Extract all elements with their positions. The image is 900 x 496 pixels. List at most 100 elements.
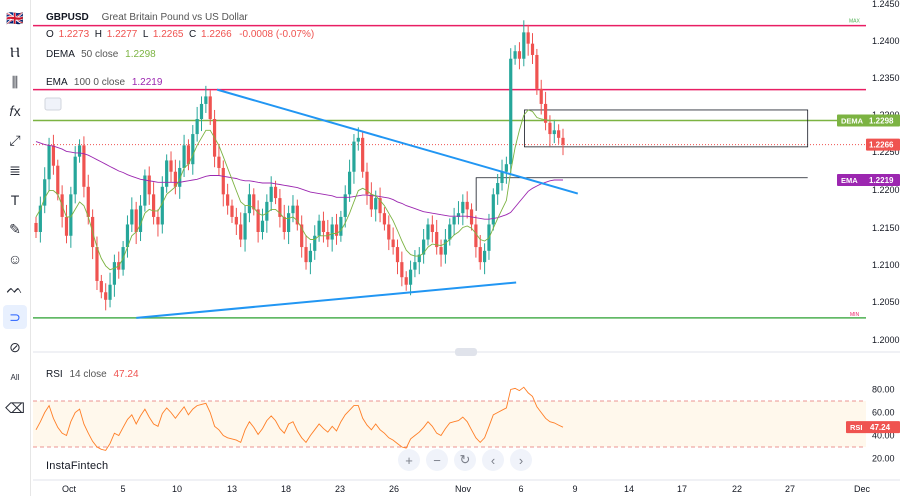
candle-body: [478, 247, 482, 263]
candle-body: [313, 235, 317, 251]
candle-body: [143, 175, 147, 206]
close-value: 1.2266: [201, 29, 232, 40]
scroll-right-button[interactable]: ›: [510, 449, 532, 471]
rsi-tick-label: 60.00: [872, 408, 895, 418]
price-badge-label: EMA: [841, 176, 858, 185]
y-tick-label: 1.2050: [872, 297, 900, 307]
y-tick-label: 1.2350: [872, 73, 900, 83]
brush-icon[interactable]: ✎: [9, 220, 21, 237]
x-tick-label: 18: [281, 484, 291, 494]
candle-body: [282, 216, 286, 232]
legend-ema[interactable]: EMA 100 0 close 1.2219: [46, 77, 162, 88]
legend-rsi[interactable]: RSI 14 close 47.24: [46, 369, 139, 380]
candle-body: [522, 32, 526, 59]
pattern-icon[interactable]: ᨓ: [6, 279, 24, 296]
candle-body: [543, 103, 548, 123]
pane-resize-handle: [455, 348, 477, 356]
x-tick-label: 9: [572, 484, 577, 494]
candle-body: [134, 209, 138, 232]
candle-body: [51, 145, 56, 166]
reset-view-button[interactable]: ↻: [454, 449, 476, 471]
x-tick-label: 5: [120, 484, 125, 494]
price-badge-bg: [866, 138, 900, 151]
candle-body: [243, 213, 247, 240]
fib-icon[interactable]: ≣: [9, 161, 21, 178]
open-label: O: [46, 29, 54, 40]
indicators-icon[interactable]: 𝑓x: [9, 102, 21, 119]
candle-body: [496, 183, 500, 195]
text-icon[interactable]: T: [10, 192, 20, 208]
x-tick-label: 22: [732, 484, 742, 494]
all-icon[interactable]: All: [10, 372, 20, 382]
candle-body: [334, 224, 339, 236]
candles-icon[interactable]: ⫼: [11, 73, 19, 90]
delete-icon[interactable]: ⌫: [5, 399, 25, 416]
collapse-button[interactable]: [44, 97, 62, 111]
candle-body: [186, 145, 191, 165]
candle-body: [308, 250, 312, 263]
dema-params: 50 close: [81, 49, 119, 60]
magnet-icon[interactable]: ⊃: [3, 305, 27, 329]
candle-body: [343, 194, 347, 217]
candle-body: [430, 224, 434, 232]
candle-body: [195, 119, 199, 135]
price-badge-bg: [837, 114, 900, 127]
range-box: [524, 109, 809, 148]
symbol: GBPUSD: [46, 12, 89, 23]
x-tick-label: 6: [518, 484, 523, 494]
x-tick-label: 26: [389, 484, 399, 494]
candle-body: [426, 224, 430, 240]
crosshair-icon[interactable]: Ⲏ: [10, 43, 20, 60]
candle-body: [47, 145, 51, 180]
zoom-in-button[interactable]: +: [398, 449, 420, 471]
trendline: [136, 281, 517, 319]
candle-body: [173, 171, 177, 187]
candle-body: [269, 186, 273, 202]
rsi-badge-label: RSI: [850, 423, 863, 432]
rsi-tick-label: 40.00: [872, 431, 895, 441]
candle-body: [230, 205, 234, 217]
candle-body: [361, 137, 365, 172]
candle-body: [165, 160, 169, 187]
candle-body: [404, 277, 408, 285]
x-tick-label: Oct: [62, 484, 77, 494]
candle-body: [43, 179, 47, 206]
candle-body: [278, 198, 282, 217]
legend-dema[interactable]: DEMA 50 close 1.2298: [46, 49, 156, 60]
hide-icon[interactable]: ⊘: [9, 338, 21, 355]
ema-label: EMA: [46, 77, 68, 88]
candle-body: [273, 186, 278, 199]
flag-icon[interactable]: 🇬🇧: [6, 9, 24, 26]
zoom-out-button[interactable]: −: [426, 449, 448, 471]
price-badge-value: 1.2266: [869, 141, 894, 150]
candle-body: [491, 194, 495, 225]
legend-title: GBPUSD Great Britain Pound vs US Dollar: [46, 12, 248, 23]
x-tick-label: 23: [335, 484, 345, 494]
candle-body: [256, 209, 260, 232]
price-badge: DEMA 1.2298: [837, 114, 900, 127]
trendline-icon[interactable]: ⤢: [9, 131, 21, 148]
candle-body: [95, 247, 99, 281]
candle-body: [504, 164, 508, 172]
candle-body: [387, 224, 391, 240]
candle-body: [138, 205, 143, 232]
candle-body: [304, 247, 308, 263]
y-tick-label: 1.2100: [872, 260, 900, 270]
candle-body: [147, 175, 151, 195]
candle-body: [465, 201, 469, 210]
candle-body: [422, 239, 426, 255]
rsi-tick-label: 20.00: [872, 454, 895, 464]
high-label: H: [94, 29, 102, 40]
rsi-params: 14 close: [69, 369, 107, 380]
emoji-icon[interactable]: ☺: [7, 251, 23, 267]
legend-ohlc: O 1.2273 H 1.2277 L 1.2265 C 1.2266 -0.0…: [46, 29, 314, 40]
candle-body: [291, 205, 295, 214]
scroll-left-button[interactable]: ‹: [482, 449, 504, 471]
candle-body: [474, 224, 478, 248]
candle-body: [208, 96, 212, 119]
candle-body: [191, 134, 195, 165]
candle-body: [265, 201, 269, 221]
change-value: -0.0008 (-0.07%): [239, 29, 315, 40]
x-tick-label: 27: [785, 484, 795, 494]
